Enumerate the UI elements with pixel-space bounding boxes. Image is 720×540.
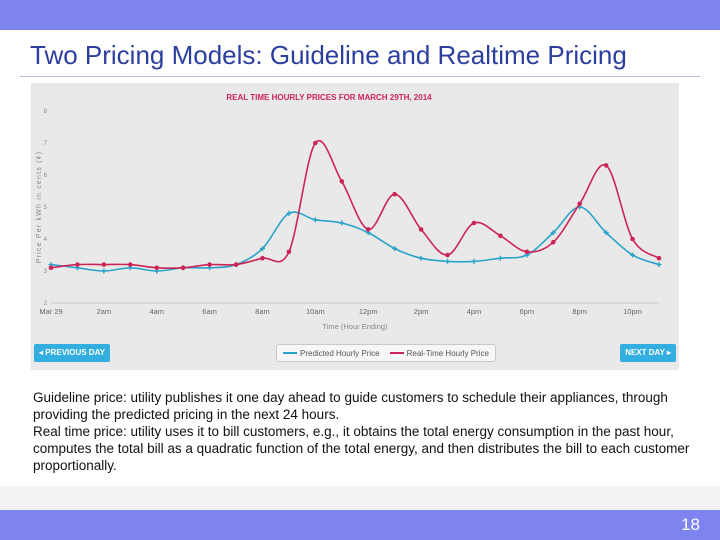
legend-label-predicted: Predicted Hourly Price (300, 348, 380, 358)
y-tick-label: 8 (44, 109, 48, 115)
x-tick-label: Mar 29 (39, 307, 62, 316)
x-tick-label: 4am (149, 307, 164, 316)
page-number: 18 (681, 515, 700, 534)
realtime-swatch-icon (389, 349, 404, 357)
realtime-series-point (75, 262, 80, 267)
legend-item-predicted[interactable]: Predicted Hourly Price (283, 349, 380, 358)
predicted-swatch-icon (283, 349, 297, 357)
predicted-series-point (418, 255, 424, 261)
predicted-series-point (550, 230, 556, 236)
predicted-series-point (101, 268, 107, 274)
predicted-series-point (445, 258, 451, 264)
realtime-series-point (471, 220, 477, 226)
predicted-series-point (630, 252, 636, 258)
realtime-series-point (630, 236, 635, 242)
legend-label-realtime: Real-Time Hourly Price (406, 348, 489, 358)
predicted-series-point (339, 220, 345, 226)
slide-title: Two Pricing Models: Guideline and Realti… (30, 40, 627, 70)
realtime-series-point (154, 265, 160, 271)
realtime-series-point (392, 191, 397, 197)
chart-legend: Predicted Hourly Price Real-Time Hourly … (276, 344, 496, 362)
realtime-series-point (603, 163, 609, 168)
realtime-series-line (50, 139, 660, 269)
realtime-series-point (445, 252, 450, 258)
x-tick-label: 12pm (359, 307, 378, 316)
guideline-price-paragraph: Guideline price: utility publishes it on… (33, 390, 668, 422)
realtime-series-point (365, 227, 371, 232)
realtime-price-paragraph: Real time price: utility uses it to bill… (33, 424, 690, 473)
footer-image-strip (0, 486, 720, 510)
realtime-series-point (260, 255, 265, 261)
x-tick-label: 6pm (520, 307, 535, 316)
realtime-series-point (48, 265, 54, 271)
x-tick-label: 2am (97, 307, 112, 316)
predicted-series-point (259, 246, 265, 252)
predicted-series-point (656, 262, 662, 268)
realtime-series-point (313, 140, 318, 146)
realtime-series-point (286, 249, 292, 255)
predicted-series-point (392, 246, 398, 252)
title-divider (20, 76, 700, 77)
y-axis-label: Price Per kWh in cents (¢) (36, 151, 43, 264)
x-tick-label: 8pm (572, 307, 587, 316)
predicted-series-point (286, 210, 292, 216)
predicted-series-point (471, 258, 477, 264)
next-day-button[interactable]: NEXT DAY ▸ (620, 344, 676, 362)
predicted-series-point (603, 230, 609, 236)
realtime-series-point (207, 262, 212, 267)
realtime-series-point (577, 201, 582, 207)
price-chart: REAL TIME HOURLY PRICES FOR MARCH 29TH, … (36, 93, 662, 331)
predicted-series-line (50, 206, 660, 272)
realtime-series-point (524, 249, 530, 255)
y-tick-label: 2 (44, 301, 48, 307)
footer-bar (0, 510, 720, 540)
realtime-series-point (233, 262, 239, 267)
x-tick-label: 4pm (467, 307, 482, 316)
realtime-series-point (128, 262, 133, 267)
y-tick-label: 7 (44, 141, 48, 147)
realtime-series-point (180, 265, 186, 271)
predicted-series-point (312, 217, 318, 223)
y-tick-label: 6 (44, 173, 48, 179)
y-tick-label: 4 (44, 237, 48, 243)
legend-item-realtime[interactable]: Real-Time Hourly Price (389, 348, 489, 358)
realtime-series-point (101, 262, 107, 267)
realtime-series-point (418, 227, 424, 232)
x-axis-label: Time (Hour Ending) (322, 322, 388, 331)
x-tick-label: 10pm (623, 307, 642, 316)
y-tick-label: 5 (44, 205, 48, 211)
x-tick-label: 6am (202, 307, 217, 316)
realtime-series-point (550, 239, 556, 245)
predicted-series-point (497, 255, 503, 261)
x-tick-label: 10am (306, 307, 325, 316)
realtime-series-point (656, 255, 662, 261)
realtime-series-point (498, 233, 503, 239)
x-tick-label: 2pm (414, 307, 429, 316)
header-bar (0, 0, 720, 30)
chart-panel: REAL TIME HOURLY PRICES FOR MARCH 29TH, … (31, 83, 679, 370)
x-tick-label: 8am (255, 307, 270, 316)
y-tick-label: 3 (44, 269, 48, 275)
previous-day-button[interactable]: ◂ PREVIOUS DAY (34, 344, 110, 362)
realtime-series-point (339, 179, 345, 184)
chart-title: REAL TIME HOURLY PRICES FOR MARCH 29TH, … (226, 93, 432, 102)
body-text: Guideline price: utility publishes it on… (33, 389, 693, 474)
